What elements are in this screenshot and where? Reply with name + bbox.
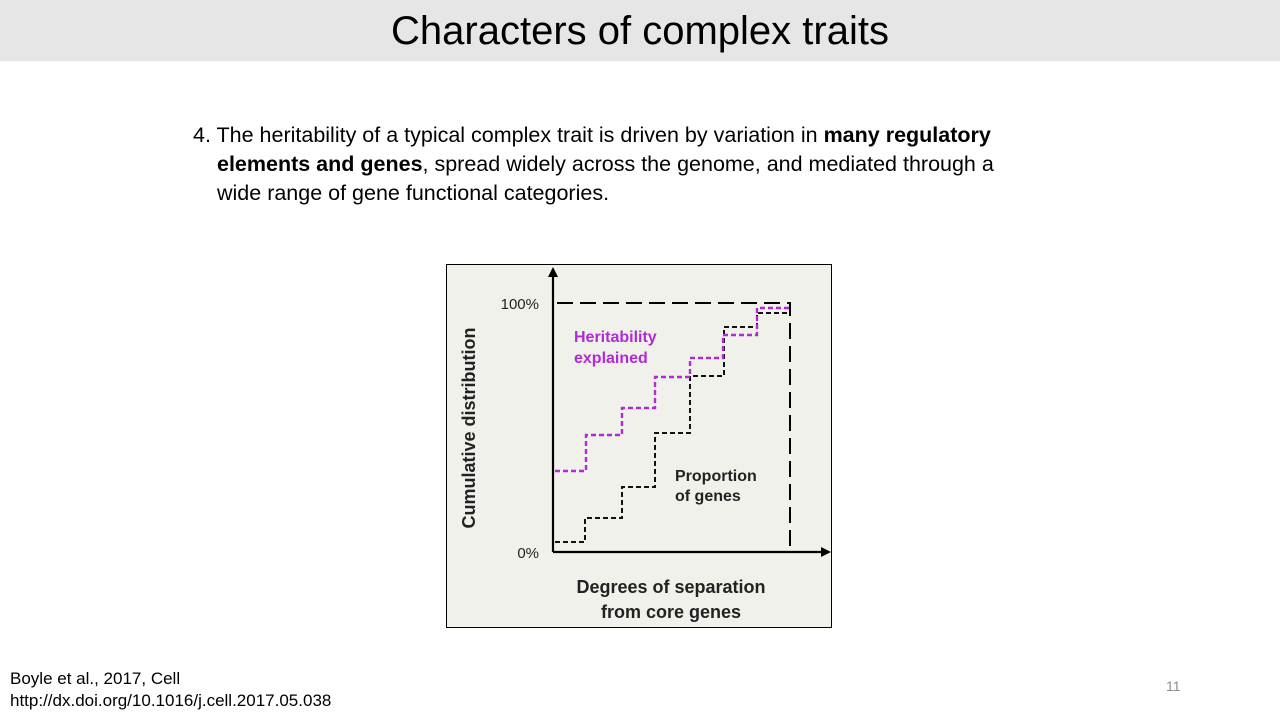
tick-100: 100%: [501, 296, 539, 313]
genes-step-line: [555, 312, 790, 543]
bullet-line-1: 4. The heritability of a typical complex…: [193, 121, 1093, 150]
heritability-label-line1: Heritability: [574, 329, 657, 346]
citation: Boyle et al., 2017, Cell http://dx.doi.o…: [10, 668, 331, 712]
bullet-line-3: wide range of gene functional categories…: [217, 181, 610, 205]
citation-line-1: Boyle et al., 2017, Cell: [10, 669, 181, 688]
figure-panel: 100% 0% Cumulative distribution Degrees …: [446, 264, 832, 628]
genes-label-line2: of genes: [675, 488, 741, 505]
slide-title: Characters of complex traits: [391, 9, 889, 53]
genes-label-line1: Proportion: [675, 468, 757, 485]
citation-doi-link[interactable]: http://dx.doi.org/10.1016/j.cell.2017.05…: [10, 691, 332, 710]
bullet-text-rest: , spread widely across the genome, and m…: [422, 152, 994, 176]
heritability-label-line2: explained: [574, 350, 648, 367]
hundred-percent-line: [557, 302, 791, 552]
bullet-line-2: elements and genes, spread widely across…: [193, 150, 1093, 179]
heritability-step-line: [555, 306, 789, 473]
bullet-point: 4. The heritability of a typical complex…: [193, 121, 1093, 208]
figure-svg: 100% 0% Cumulative distribution Degrees …: [459, 267, 831, 622]
title-bar: Characters of complex traits: [0, 0, 1280, 61]
x-axis-label-line2: from core genes: [601, 602, 741, 622]
x-axis-label-line1: Degrees of separation: [576, 577, 765, 597]
y-axis-label: Cumulative distribution: [459, 327, 479, 528]
bullet-bold-1: many regulatory: [823, 123, 991, 147]
bullet-bold-2: elements and genes: [217, 152, 423, 176]
page-number: 11: [1166, 678, 1181, 694]
bullet-text-prefix: 4. The heritability of a typical complex…: [193, 123, 824, 147]
tick-0: 0%: [517, 545, 539, 562]
